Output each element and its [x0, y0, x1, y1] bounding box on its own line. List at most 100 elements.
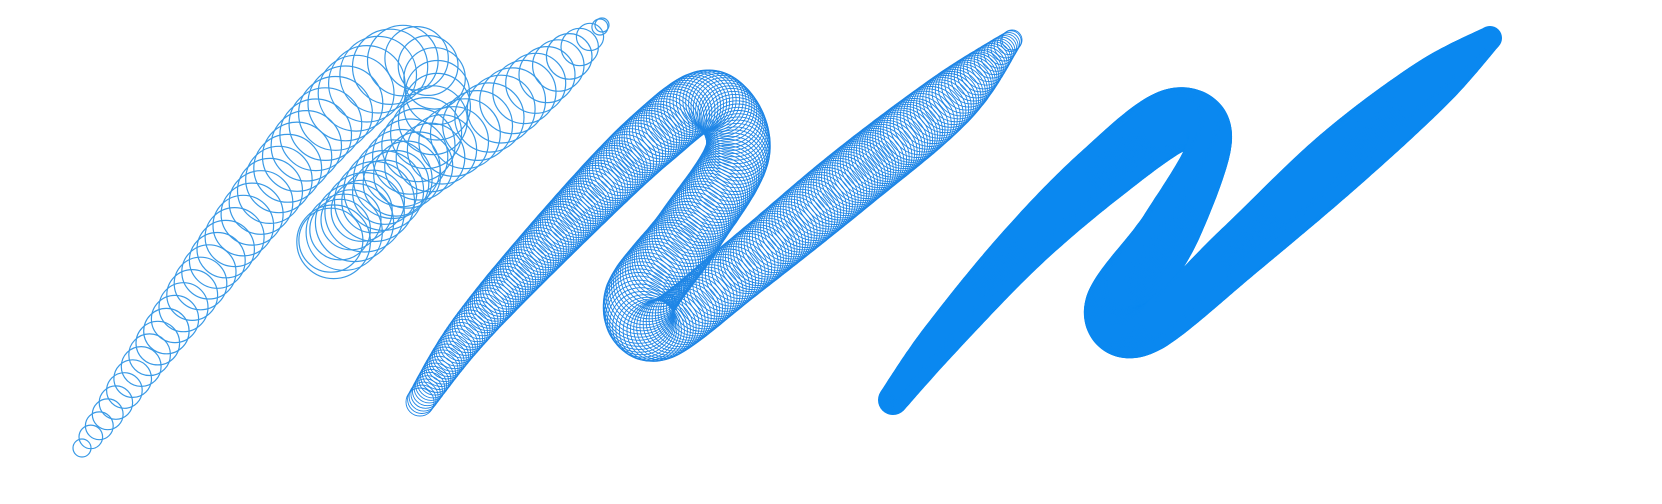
sparse-stamp-circle	[196, 219, 256, 279]
sparse-stamp-circle	[245, 145, 313, 214]
sparse-stamp-circle	[397, 34, 459, 96]
sparse-stamp-circle	[220, 182, 284, 246]
sparse-stamp-circle	[341, 169, 406, 234]
dense-stamp-circle	[500, 243, 549, 293]
sparse-stamp-circle	[381, 107, 456, 183]
sparse-stamp-circle	[418, 106, 490, 177]
dense-stamp-circle	[950, 54, 998, 102]
dense-stamp-circle	[640, 90, 702, 153]
sparse-stamp-circle	[296, 204, 372, 280]
dense-stamp-circle	[535, 201, 589, 255]
dense-stamp-circle	[416, 365, 450, 399]
dense-stamp-circle	[993, 33, 1019, 59]
dense-stamp-circle	[799, 162, 865, 228]
sparse-stamp-circle	[305, 193, 383, 272]
sparse-stamp-circle	[120, 346, 162, 388]
sparse-stamp-circle	[403, 72, 472, 141]
dense-stamp-circle	[701, 90, 765, 155]
sparse-stamp-circle	[253, 133, 323, 203]
dense-stamp-circle	[818, 146, 884, 212]
dense-stamp-circle	[1001, 29, 1023, 51]
dense-stamp-circle	[428, 343, 465, 380]
dense-stamp-circle	[810, 153, 876, 219]
dense-circle-stroke	[405, 29, 1023, 417]
dense-stamp-circle	[425, 349, 461, 385]
sparse-stamp-circle	[372, 118, 449, 195]
dense-stamp-circle	[793, 167, 859, 232]
dense-stamp-circle	[629, 299, 691, 361]
sparse-stamp-circle	[492, 59, 557, 125]
sparse-stamp-circle	[128, 333, 172, 377]
dense-stamp-circle	[513, 227, 565, 278]
dense-stamp-circle	[584, 145, 644, 204]
dense-stamp-circle	[834, 134, 900, 199]
dense-stamp-circle	[533, 203, 587, 257]
dense-stamp-circle	[674, 269, 735, 330]
sparse-stamp-circle	[173, 256, 228, 311]
dense-stamp-circle	[813, 151, 879, 217]
sparse-stamp-circle	[106, 372, 143, 409]
dense-stamp-circle	[426, 346, 463, 383]
dense-stamp-circle	[692, 253, 753, 315]
dense-stamp-circle	[493, 252, 542, 300]
solid-stamp	[1478, 26, 1502, 50]
sparse-stamp-circle	[403, 47, 466, 110]
sparse-stamp-circle	[518, 45, 576, 104]
dense-stamp-circle	[866, 109, 931, 174]
dense-stamp-circle	[458, 296, 502, 340]
sparse-stamp-circle	[575, 22, 605, 52]
dense-stamp-circle	[717, 232, 779, 295]
dense-stamp-circle	[461, 293, 505, 337]
dense-stamp-circle	[802, 160, 868, 225]
dense-stamp-circle	[877, 101, 941, 165]
dense-stamp-circle	[680, 264, 741, 325]
dense-stamp-circle	[677, 266, 738, 327]
sparse-stamp-circle	[261, 121, 333, 192]
dense-stamp-circle	[1000, 30, 1022, 52]
dense-stamp-circle	[680, 161, 749, 229]
sparse-circle-stroke	[72, 17, 610, 458]
dense-stamp-circle	[430, 340, 467, 377]
sparse-stamp-circle	[390, 97, 463, 170]
dense-stamp-circle	[990, 34, 1018, 62]
dense-stamp-circle	[600, 128, 661, 188]
dense-stamp-circle	[682, 70, 744, 132]
dense-stamp-circle	[807, 155, 873, 221]
sparse-stamp-circle	[204, 207, 265, 268]
dense-stamp-circle	[657, 77, 719, 139]
dense-stamp-circle	[654, 284, 715, 345]
dense-stamp-circle	[848, 123, 913, 189]
sparse-stamp-circle	[373, 140, 442, 209]
sparse-stamp-circle	[362, 149, 430, 217]
sparse-stamp-circle	[91, 398, 124, 431]
dense-stamp-circle	[497, 246, 547, 295]
dense-stamp-circle	[648, 84, 710, 146]
dense-stamp-circle	[826, 140, 892, 206]
dense-stamp-circle	[853, 119, 918, 184]
dense-stamp-circle	[845, 125, 910, 191]
sparse-stamp-circle	[466, 74, 536, 144]
dense-stamp-circle	[720, 230, 782, 293]
sparse-stamp-circle	[150, 294, 200, 344]
dense-stamp-circle	[597, 131, 658, 191]
sparse-stamp-circle	[545, 33, 593, 80]
sparse-stamp-circle	[429, 98, 501, 170]
dense-stamp-circle	[683, 261, 744, 322]
dense-stamp-circle	[575, 154, 634, 213]
sparse-stamp-circle	[351, 28, 429, 106]
sparse-stamp-circle	[298, 75, 374, 151]
dense-stamp-circle	[410, 378, 441, 409]
dense-stamp-circle	[636, 297, 697, 358]
sparse-stamp-circle	[591, 18, 609, 36]
dense-stamp-circle	[796, 164, 862, 230]
sparse-stamp-circle	[84, 411, 114, 441]
dense-stamp-circle	[829, 138, 894, 204]
dense-stamp-circle	[679, 69, 741, 131]
dense-stamp-circle	[977, 41, 1011, 76]
sparse-stamp-circle	[339, 35, 418, 114]
dense-stamp-circle	[837, 132, 902, 197]
dense-stamp-circle	[411, 375, 443, 407]
sparse-stamp-circle	[135, 320, 181, 366]
sparse-stamp-circle	[279, 98, 353, 172]
dense-stamp-circle	[980, 39, 1013, 72]
